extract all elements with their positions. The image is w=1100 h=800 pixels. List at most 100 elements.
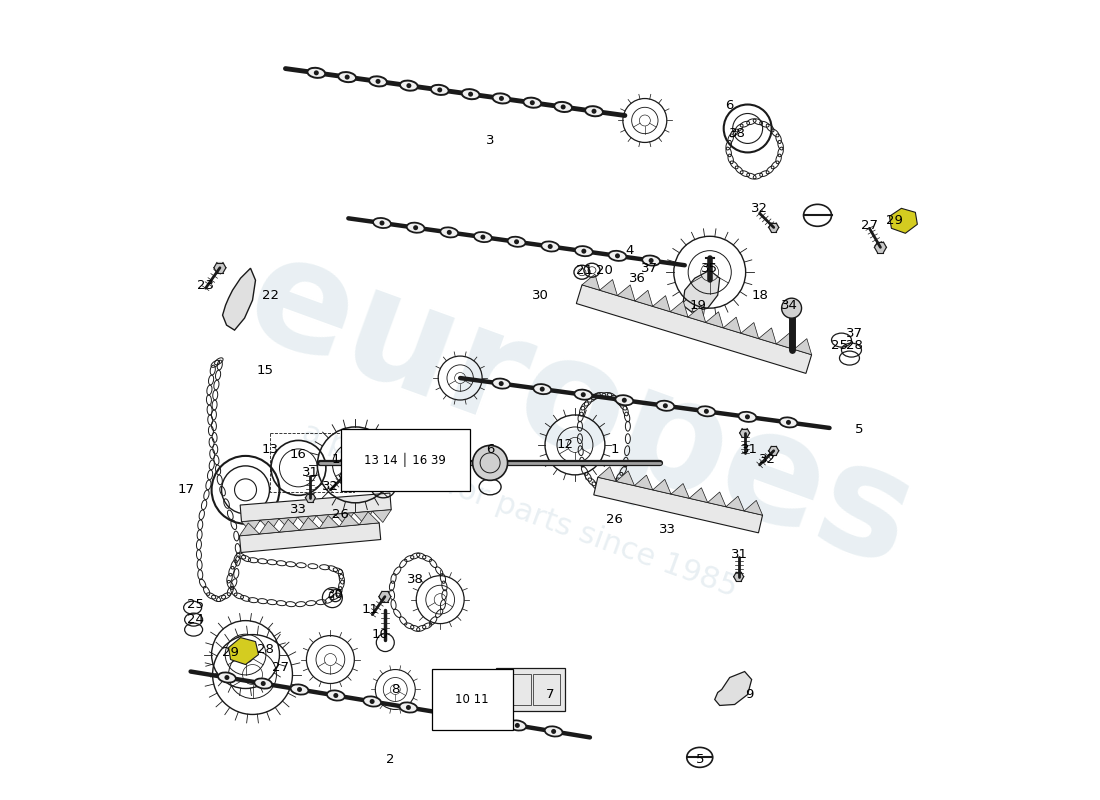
Text: 17: 17 <box>177 483 194 496</box>
Ellipse shape <box>508 720 526 730</box>
Polygon shape <box>576 285 812 374</box>
Ellipse shape <box>436 708 453 718</box>
Text: 3: 3 <box>486 134 494 147</box>
Ellipse shape <box>370 76 387 86</box>
Polygon shape <box>339 514 360 526</box>
Ellipse shape <box>474 232 492 242</box>
Polygon shape <box>354 511 373 524</box>
Ellipse shape <box>373 218 390 228</box>
Polygon shape <box>279 519 299 532</box>
Text: 19: 19 <box>690 298 706 312</box>
Text: 16: 16 <box>290 449 307 462</box>
Polygon shape <box>240 493 392 522</box>
Circle shape <box>663 403 668 408</box>
Text: 38: 38 <box>729 127 746 140</box>
Circle shape <box>481 234 485 239</box>
Circle shape <box>224 675 230 680</box>
Text: 5: 5 <box>855 423 864 437</box>
Polygon shape <box>222 268 255 330</box>
Text: 23: 23 <box>197 278 215 292</box>
Text: 39: 39 <box>437 463 453 476</box>
Ellipse shape <box>431 85 449 95</box>
Text: 31: 31 <box>741 443 758 457</box>
Text: 33: 33 <box>290 503 307 516</box>
Polygon shape <box>769 446 779 455</box>
Polygon shape <box>683 270 719 312</box>
Polygon shape <box>360 512 379 525</box>
Polygon shape <box>340 471 350 480</box>
Circle shape <box>621 398 627 402</box>
Ellipse shape <box>472 714 490 725</box>
Circle shape <box>314 70 319 75</box>
Text: 15: 15 <box>257 363 274 377</box>
Polygon shape <box>734 572 744 581</box>
Circle shape <box>782 298 802 318</box>
Circle shape <box>499 96 504 101</box>
Polygon shape <box>794 338 812 354</box>
Text: 27: 27 <box>861 219 878 232</box>
Circle shape <box>592 109 596 114</box>
Circle shape <box>530 100 535 105</box>
Text: 2: 2 <box>386 753 395 766</box>
Text: 20: 20 <box>596 264 614 277</box>
Text: 21: 21 <box>576 264 593 277</box>
Text: 31: 31 <box>301 466 319 479</box>
Text: 37: 37 <box>846 326 864 340</box>
Polygon shape <box>336 513 354 526</box>
Circle shape <box>406 83 411 88</box>
Ellipse shape <box>642 255 660 266</box>
Text: 14: 14 <box>332 454 349 466</box>
Circle shape <box>498 381 504 386</box>
Ellipse shape <box>290 685 308 694</box>
Text: 1: 1 <box>610 443 619 457</box>
Ellipse shape <box>534 384 551 394</box>
Polygon shape <box>741 322 759 338</box>
Ellipse shape <box>307 68 326 78</box>
Text: 13: 13 <box>262 443 279 457</box>
FancyBboxPatch shape <box>496 667 565 711</box>
Polygon shape <box>213 262 226 273</box>
Polygon shape <box>726 496 745 511</box>
Text: 32: 32 <box>322 480 339 494</box>
Text: 33: 33 <box>659 523 676 536</box>
Polygon shape <box>635 290 652 306</box>
Polygon shape <box>261 518 279 531</box>
Circle shape <box>515 723 520 728</box>
Text: 35: 35 <box>701 262 718 274</box>
Text: 10: 10 <box>372 628 388 641</box>
Polygon shape <box>319 515 339 528</box>
Text: 32: 32 <box>759 454 777 466</box>
Polygon shape <box>652 479 671 494</box>
Text: a passion for parts since 1985: a passion for parts since 1985 <box>298 418 741 602</box>
Polygon shape <box>745 500 762 515</box>
Polygon shape <box>240 523 381 553</box>
Ellipse shape <box>524 98 541 108</box>
Ellipse shape <box>407 222 425 233</box>
Text: 32: 32 <box>751 202 768 215</box>
Ellipse shape <box>399 702 417 713</box>
Text: 38: 38 <box>407 573 424 586</box>
Ellipse shape <box>544 726 562 737</box>
Text: 25: 25 <box>830 338 848 351</box>
Circle shape <box>540 386 544 392</box>
Polygon shape <box>298 516 317 529</box>
Ellipse shape <box>327 690 344 701</box>
Circle shape <box>561 105 565 110</box>
Text: 18: 18 <box>751 289 768 302</box>
Circle shape <box>437 87 442 92</box>
Polygon shape <box>715 671 751 706</box>
Circle shape <box>333 693 339 698</box>
Ellipse shape <box>585 106 603 116</box>
Polygon shape <box>635 475 652 490</box>
Ellipse shape <box>507 237 526 247</box>
Circle shape <box>704 409 708 414</box>
Text: 5: 5 <box>695 753 704 766</box>
Polygon shape <box>688 306 706 322</box>
Circle shape <box>375 79 381 84</box>
Text: 28: 28 <box>846 338 862 351</box>
Polygon shape <box>229 638 258 665</box>
Circle shape <box>786 420 791 425</box>
Ellipse shape <box>697 406 715 416</box>
Text: 7: 7 <box>546 688 554 701</box>
Text: 27: 27 <box>272 661 289 674</box>
